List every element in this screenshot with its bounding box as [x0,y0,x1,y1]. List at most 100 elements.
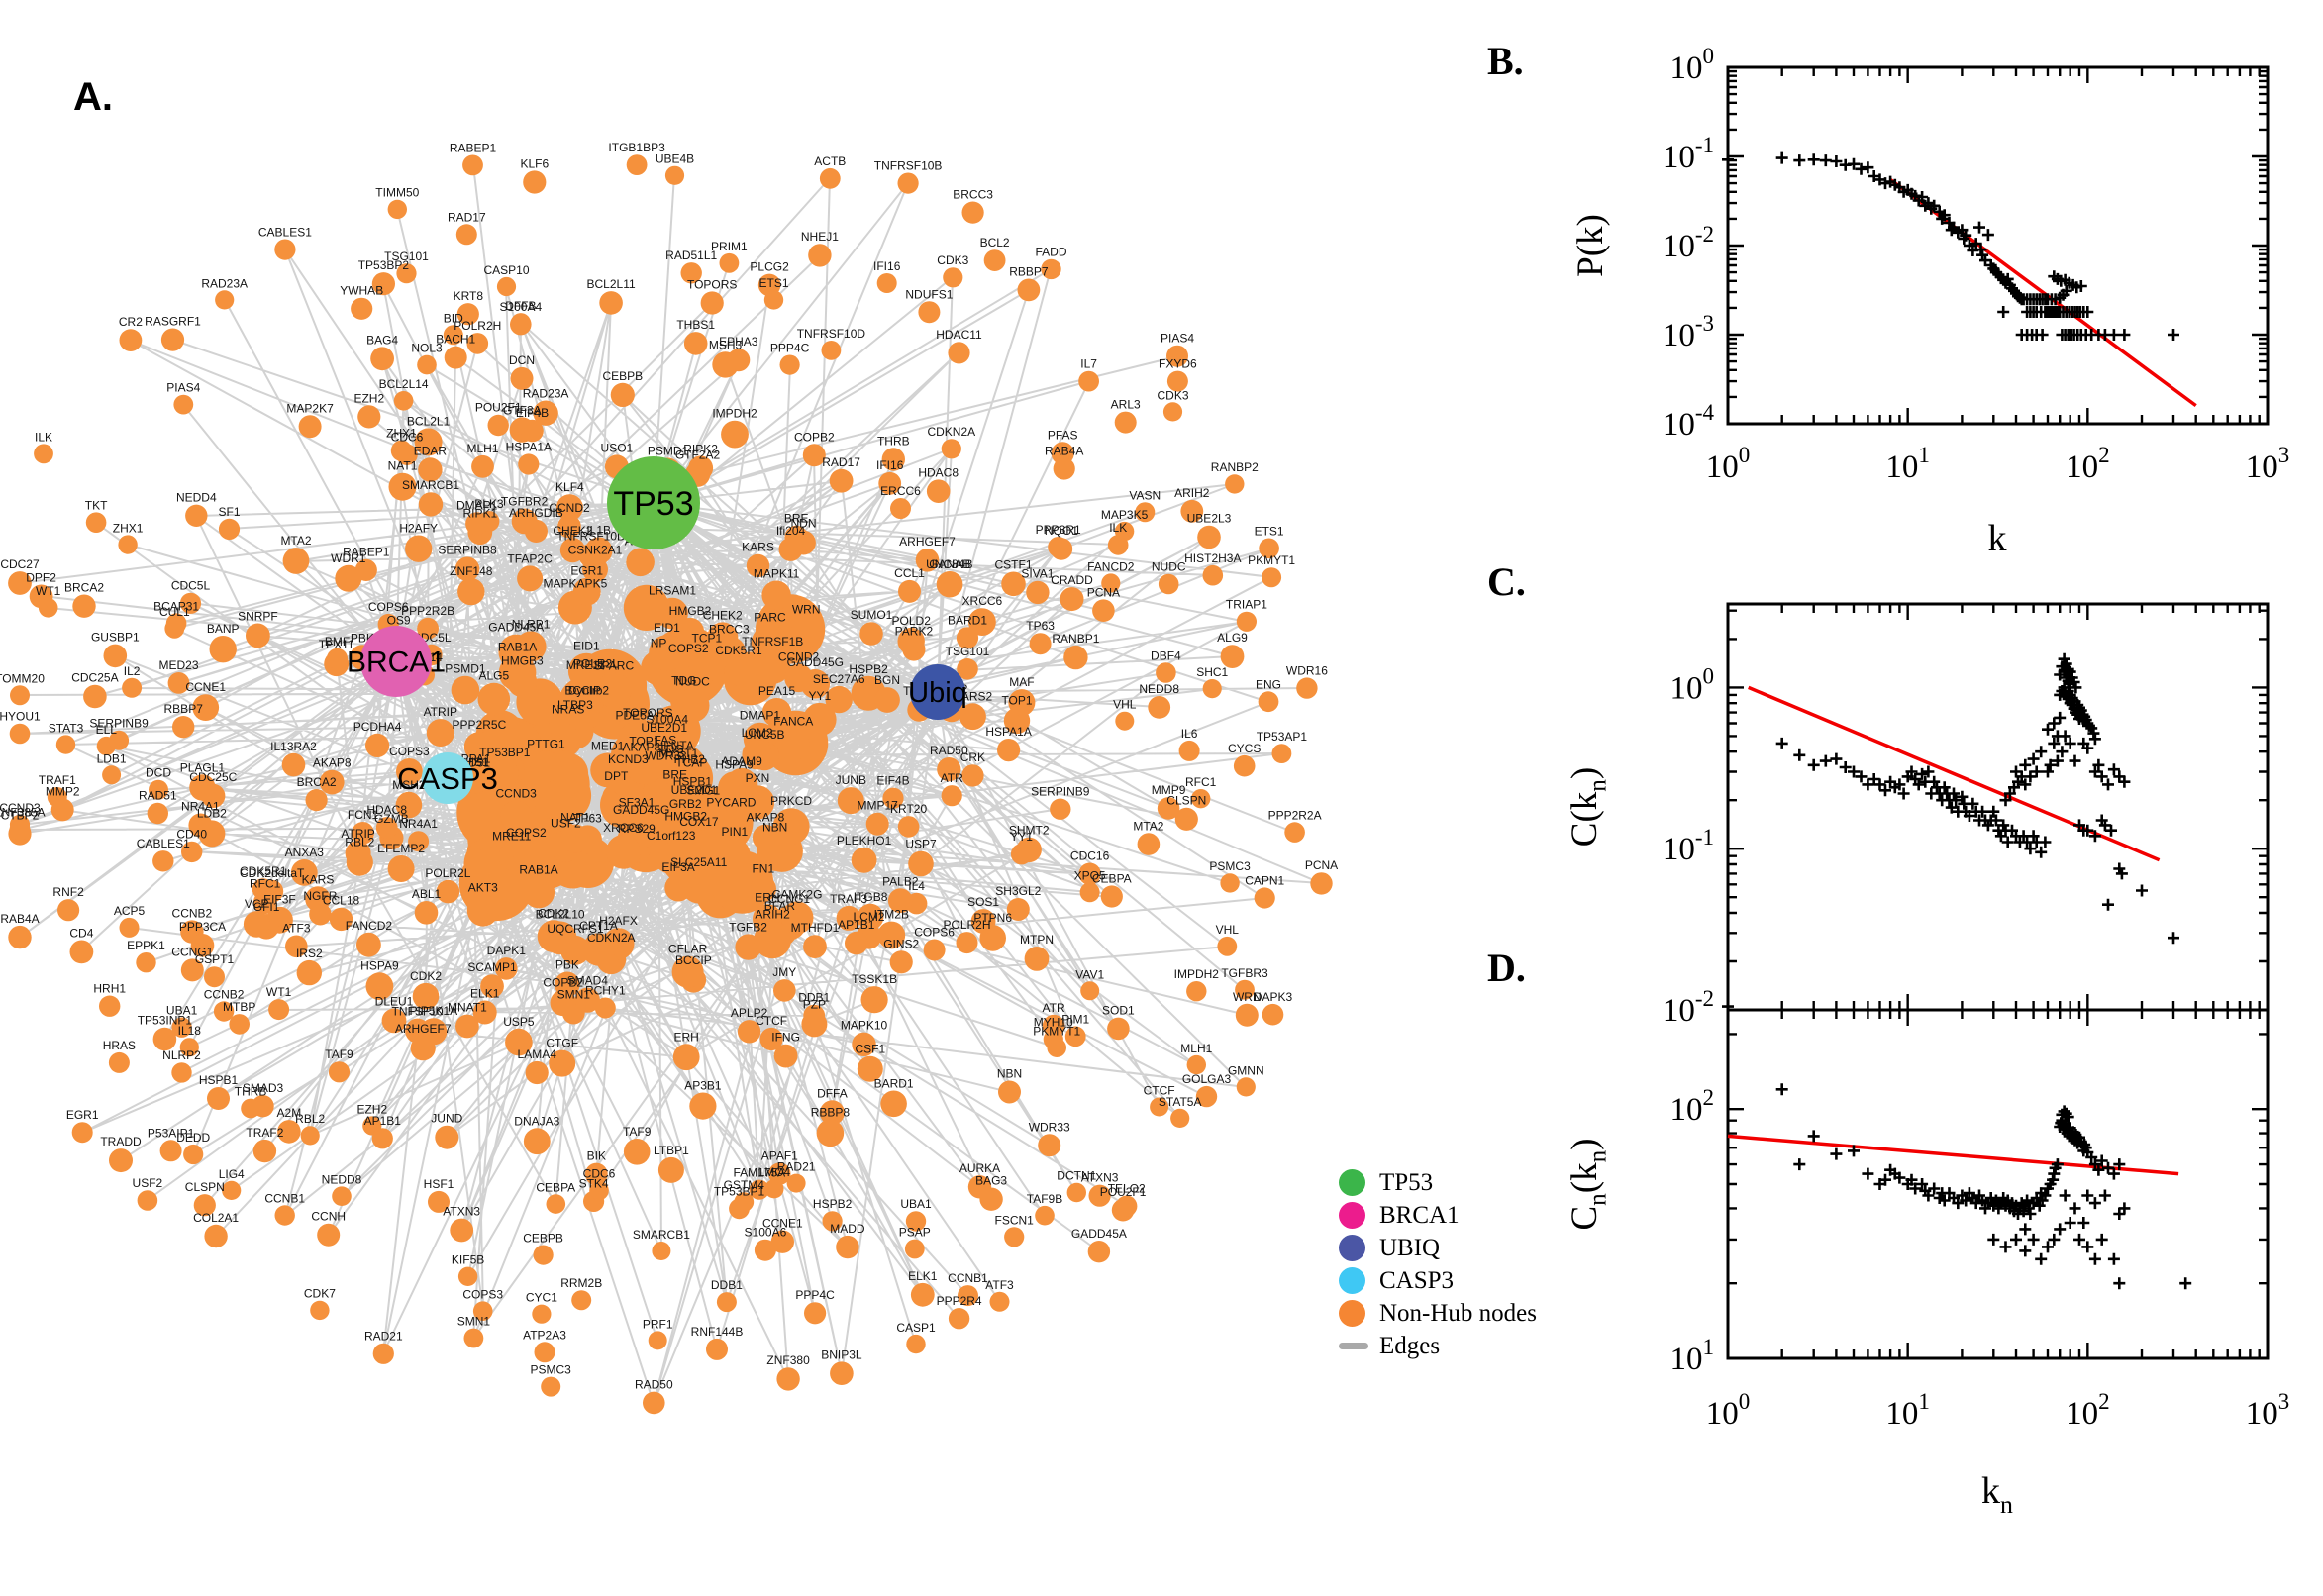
gene-label: EZH2 [356,1103,387,1117]
gene-label: PPP3R1 [1036,523,1081,537]
gene-label: CEBPB [602,369,643,383]
non-hub-node [9,723,31,745]
non-hub-node [1060,587,1084,612]
plot-frame [1726,1008,2270,1360]
non-hub-node [1114,521,1135,542]
gene-label: MSH2 [392,778,426,792]
non-hub-node [594,997,616,1019]
non-hub-node [274,1205,295,1226]
gene-label: ATR [1043,1001,1065,1015]
non-hub-node [243,911,270,938]
gene-label: BCL2L14 [379,377,429,391]
legend-item: CASP3 [1339,1264,1537,1297]
gene-label: CCNB1 [264,1191,305,1205]
gene-label: ARL3 [1111,398,1141,412]
tick-label: 100 [1706,443,1751,485]
x-axis-label: k [1988,518,2007,559]
non-hub-node [480,974,504,998]
gene-label: DAPK1 [487,944,527,957]
non-hub-node [298,415,322,439]
non-hub-node [768,1162,791,1185]
non-hub-node [209,636,237,663]
non-hub-node [436,879,460,904]
non-hub-node [1029,633,1052,655]
gene-label: CDK3 [1157,388,1188,402]
gene-label: VAV1 [1075,967,1104,981]
gene-label: MMP2 [46,784,80,798]
non-hub-node [801,1011,828,1038]
gene-label: PIP5K1A [409,1004,457,1018]
non-hub-node [466,894,499,927]
non-hub-node [1174,807,1198,831]
gene-label: WDR16 [1286,663,1328,677]
non-hub-node [71,1122,93,1144]
gene-label: HSPB2 [813,1197,853,1211]
non-hub-node [119,329,143,351]
gene-label: IL18 [178,1024,202,1038]
gene-label: DBF4 [1151,648,1181,662]
gene-label: SERPINB9 [1031,784,1090,798]
gene-label: HDAC8 [366,803,407,817]
non-hub-node [487,414,509,437]
y-axis-label: Cn(kn) [1565,1139,1612,1231]
gene-label: ATP2A3 [523,1328,566,1342]
gene-label: TRAF1 [39,773,76,787]
non-hub-node [1220,645,1245,668]
gene-label: AP1B1 [838,918,875,932]
non-hub-node [229,1014,250,1035]
non-hub-node [776,1367,800,1391]
non-hub-node [734,1192,755,1212]
gene-label: EIF4B [876,774,909,788]
non-hub-node [936,571,962,598]
gene-label: VCP [245,897,269,911]
gene-label: PIAS4 [1161,332,1194,346]
gene-label: PARC [754,611,786,625]
non-hub-node [772,808,810,846]
gene-label: POLR2H [454,319,501,333]
gene-label: ENG [1256,677,1281,691]
gene-label: KARS [742,541,774,554]
gene-label: EID1 [573,640,600,653]
gene-label: LCM2 [742,726,773,740]
non-hub-node [970,909,996,934]
non-hub-node [881,448,905,471]
gene-label: SF3A1 [619,795,656,809]
non-hub-node [328,1061,351,1083]
gene-label: TOP1 [629,734,659,748]
non-hub-node [958,1285,978,1307]
gene-label: NR4A1 [181,800,220,814]
gene-label: VHL [1113,698,1137,712]
non-hub-node [412,982,440,1010]
non-hub-node [152,1027,177,1051]
gene-label: CCNB1 [948,1271,988,1285]
gene-label: TAF9 [325,1047,354,1061]
gene-label: FCN1 [348,808,379,822]
gene-label: TRIAP1 [1226,598,1267,612]
gene-label: CDK2 [410,969,442,983]
gene-label: GANAB [929,557,970,571]
gene-label: CCL1 [894,566,925,580]
gene-label: CD4 [69,927,93,941]
gene-label: CCNE1 [185,680,226,694]
gene-label: RNF2 [52,885,84,899]
gene-label: DPF2 [26,570,56,584]
gene-label: COPS3 [462,1287,503,1301]
gene-label: SMG1 [686,784,720,798]
non-hub-node [918,301,941,324]
gene-label: SHC1 [1196,665,1228,679]
gene-label: IFI16 [873,259,901,273]
non-hub-node [510,366,534,390]
non-hub-node [1157,797,1180,820]
non-hub-node [1262,1003,1284,1026]
non-hub-node [718,771,752,805]
non-hub-node [375,817,398,839]
gene-label: SUMO1 [851,608,893,622]
non-hub-node [657,1156,684,1183]
non-hub-node [1217,936,1238,956]
gene-label: IL13RA2 [270,740,317,753]
gene-label: CDK7 [304,1287,336,1301]
gene-label: PTPN6 [973,911,1012,925]
gene-label: TP63 [573,811,602,825]
gene-label: LAMA4 [518,1047,557,1061]
